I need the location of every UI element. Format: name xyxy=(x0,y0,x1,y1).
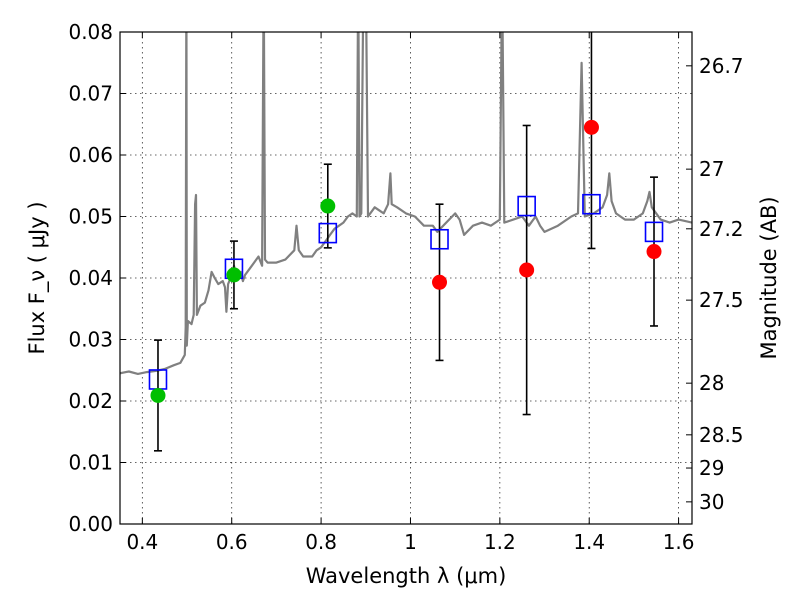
right-axis-tick-label: 28.5 xyxy=(699,423,744,447)
y-tick-label: 0.08 xyxy=(68,20,113,44)
x-tick-label: 1 xyxy=(404,530,417,554)
model-square-marker xyxy=(517,195,536,217)
grid xyxy=(120,31,692,525)
marker-layer xyxy=(148,119,664,403)
spectrum-line xyxy=(120,32,692,375)
y-tick-label: 0.07 xyxy=(68,82,113,106)
right-axis-title: Magnitude (AB) xyxy=(757,196,781,359)
spectrum-layer xyxy=(120,32,692,375)
y-tick-label: 0.00 xyxy=(68,512,113,536)
red-data-point xyxy=(646,244,662,260)
x-tick-label: 1.2 xyxy=(484,530,516,554)
x-tick-label: 0.4 xyxy=(126,530,158,554)
y-tick-label: 0.02 xyxy=(68,389,113,413)
green-data-point xyxy=(150,387,166,403)
model-square-marker xyxy=(644,221,664,243)
right-axis-tick-label: 26.7 xyxy=(699,54,744,78)
green-data-point xyxy=(320,198,336,214)
x-axis-title: Wavelength λ (μm) xyxy=(306,564,507,588)
y-tick-label: 0.06 xyxy=(68,143,113,167)
y-tick-label: 0.01 xyxy=(68,451,113,475)
tick-layer xyxy=(120,31,692,525)
model-square-marker xyxy=(318,222,338,244)
right-axis-tick-label: 27.2 xyxy=(699,217,744,241)
y-tick-label: 0.05 xyxy=(68,205,113,229)
green-data-point xyxy=(226,267,242,283)
x-tick-label: 0.8 xyxy=(305,530,337,554)
tick-label-layer: 0.4 0.6 0.8 1 1.2 1.4 1.6 0.00 0.01 0.02 0.03 0.04 0… xyxy=(68,20,743,554)
x-tick-label: 1.6 xyxy=(663,530,695,554)
red-data-point xyxy=(519,262,535,278)
x-tick-label: 1.4 xyxy=(573,530,605,554)
y-tick-label: 0.03 xyxy=(68,328,113,352)
model-square-marker xyxy=(582,193,601,215)
red-data-point xyxy=(583,119,599,135)
red-data-point xyxy=(432,274,448,290)
right-axis-tick-label: 27 xyxy=(699,157,724,181)
model-square-marker xyxy=(430,228,449,250)
right-axis-tick-label: 30 xyxy=(699,490,724,514)
right-axis-tick-label: 29 xyxy=(699,456,724,480)
x-tick-label: 0.6 xyxy=(216,530,248,554)
right-axis-tick-label: 28 xyxy=(699,371,724,395)
y-axis-title: Flux F_ν ( μJy ) xyxy=(25,201,50,354)
right-axis-tick-label: 27.5 xyxy=(699,288,744,312)
y-tick-label: 0.04 xyxy=(68,266,113,290)
